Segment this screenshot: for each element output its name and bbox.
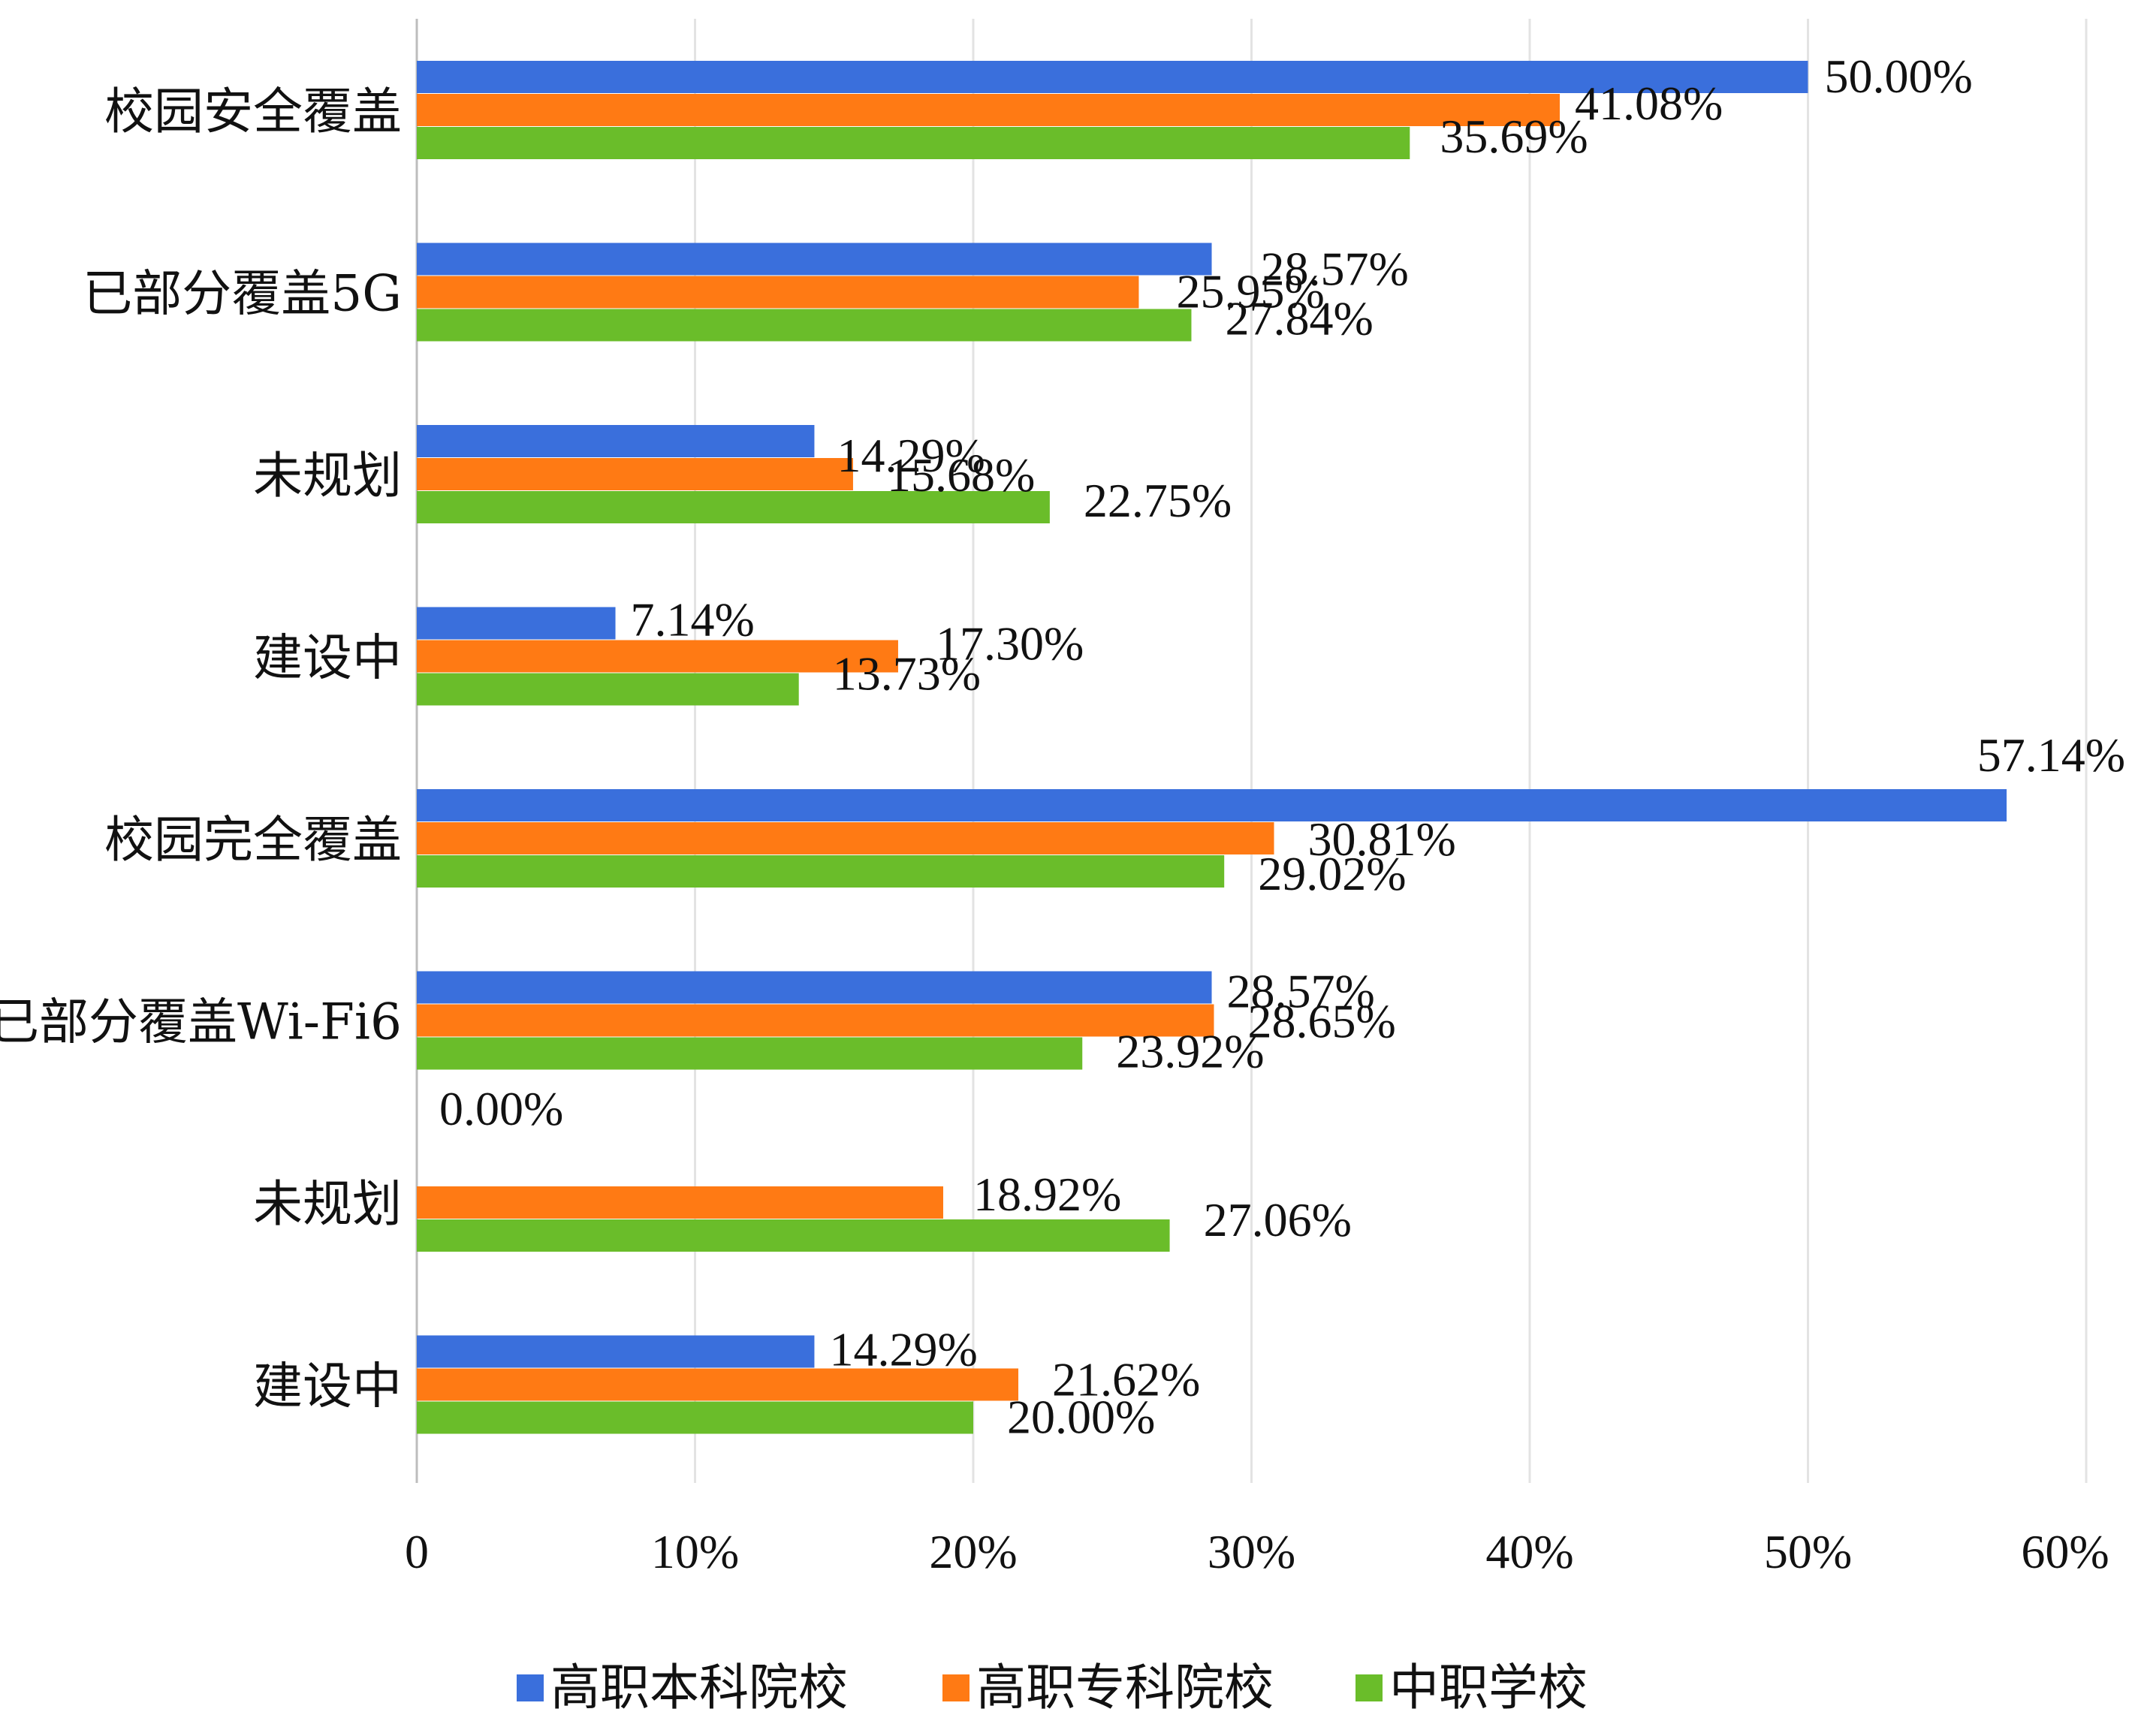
x-axis: 0 10% 20% 30% 40% 50% 60% — [405, 1525, 2109, 1578]
data-label: 25.95% — [1176, 265, 1324, 318]
x-tick-label: 40% — [1485, 1525, 1573, 1578]
data-label: 21.62% — [1052, 1353, 1200, 1406]
category-label: 已部分覆盖5G — [83, 265, 402, 323]
bar — [417, 458, 853, 490]
bar — [417, 276, 1139, 309]
bar — [417, 491, 1050, 523]
data-label: 57.14% — [1977, 728, 2125, 782]
legend-label: 高职专科院校 — [976, 1659, 1274, 1716]
data-label: 7.14% — [631, 593, 755, 646]
bar — [417, 243, 1212, 276]
legend-swatch — [942, 1674, 970, 1701]
bar — [417, 94, 1561, 126]
bar — [417, 640, 898, 673]
category-label: 校园安全覆盖 — [104, 83, 402, 140]
data-label: 28.57% — [1227, 965, 1375, 1018]
data-label: 18.92% — [973, 1168, 1121, 1221]
data-label: 0.00% — [439, 1082, 563, 1135]
x-tick-label: 60% — [2021, 1525, 2109, 1578]
data-label: 23.92% — [1116, 1025, 1264, 1078]
legend-swatch — [1356, 1674, 1383, 1701]
category-label: 建设中 — [253, 629, 402, 687]
data-label: 14.29% — [837, 429, 985, 482]
category-label: 建设中 — [253, 1358, 402, 1415]
data-label: 28.65% — [1247, 995, 1395, 1048]
bar — [417, 61, 1808, 93]
data-label: 28.57% — [1261, 243, 1409, 296]
data-label: 22.75% — [1084, 474, 1232, 527]
bar — [417, 309, 1192, 342]
legend-label: 高职本科院校 — [550, 1659, 848, 1716]
bar — [417, 971, 1212, 1004]
data-label: 27.84% — [1225, 292, 1373, 345]
data-label: 41.08% — [1575, 77, 1723, 130]
bar — [417, 673, 799, 706]
data-label: 17.30% — [936, 617, 1084, 671]
x-tick-label: 10% — [651, 1525, 739, 1578]
bar — [417, 607, 616, 640]
bar — [417, 1186, 943, 1219]
bar — [417, 1037, 1083, 1070]
bar — [417, 1004, 1214, 1037]
category-label: 校园完全覆盖 — [104, 811, 402, 869]
legend: 高职本科院校 高职专科院校 中职学校 — [517, 1659, 1588, 1716]
x-tick-label: 20% — [929, 1525, 1017, 1578]
bar — [417, 425, 815, 457]
x-tick-label: 50% — [1764, 1525, 1852, 1578]
bar — [417, 822, 1274, 854]
bar — [417, 1335, 815, 1368]
bar — [417, 1401, 973, 1434]
data-label: 27.06% — [1204, 1193, 1352, 1246]
x-tick-label: 0 — [405, 1525, 429, 1578]
data-label: 50.00% — [1825, 50, 1973, 103]
category-labels: 校园安全覆盖已部分覆盖5G未规划建设中校园完全覆盖已部分覆盖Wi-Fi6未规划建… — [0, 83, 402, 1415]
x-tick-label: 30% — [1208, 1525, 1295, 1578]
bar — [417, 1368, 1019, 1401]
data-label: 13.73% — [833, 647, 981, 701]
category-label: 已部分覆盖Wi-Fi6 — [0, 993, 402, 1051]
category-label: 未规划 — [253, 447, 402, 505]
gridlines — [415, 19, 2088, 1483]
bars — [417, 61, 2007, 1434]
bar — [417, 789, 2007, 821]
category-label: 未规划 — [253, 1175, 402, 1233]
bar — [417, 127, 1410, 159]
data-label: 30.81% — [1308, 812, 1456, 866]
bar — [417, 1219, 1170, 1252]
legend-label: 中职学校 — [1389, 1659, 1588, 1716]
data-label: 35.69% — [1440, 110, 1588, 163]
bar — [417, 855, 1225, 888]
legend-swatch — [517, 1674, 544, 1701]
data-label: 15.68% — [887, 448, 1035, 502]
data-label: 14.29% — [829, 1323, 977, 1376]
data-label: 29.02% — [1258, 847, 1406, 900]
data-labels: 50.00%41.08%35.69%28.57%25.95%27.84%14.2… — [439, 50, 2125, 1444]
data-label: 20.00% — [1007, 1391, 1155, 1444]
